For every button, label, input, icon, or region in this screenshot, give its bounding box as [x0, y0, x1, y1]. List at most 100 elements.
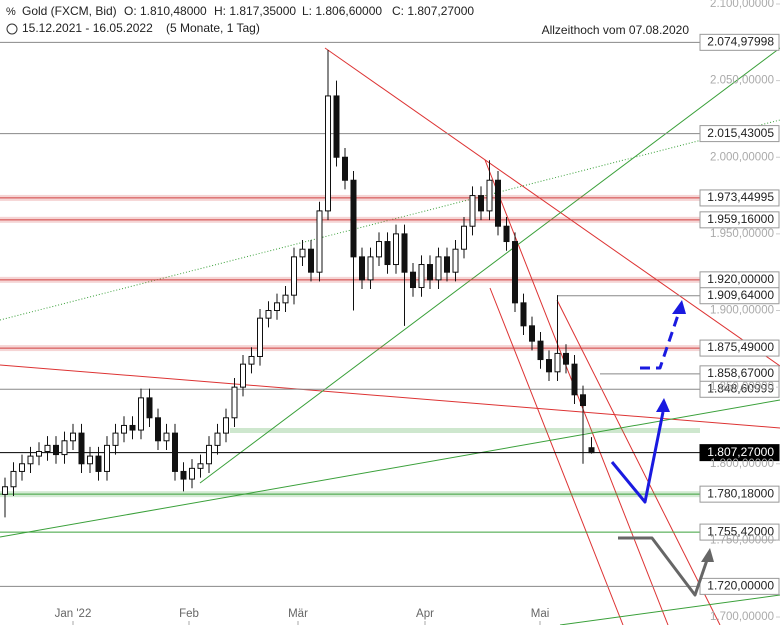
y-tick-label: 1.950,00000: [710, 228, 774, 240]
annotation: Allzeithoch vom 07.08.2020: [542, 23, 690, 37]
candle-body: [87, 455, 93, 465]
x-tick-label: Jan '22: [55, 608, 92, 620]
candle-body: [435, 256, 442, 281]
candle-body: [291, 256, 297, 296]
candle-body: [367, 256, 374, 281]
candle-body: [308, 248, 314, 273]
level-box: [699, 189, 780, 207]
y-tick-label: 2.100,00000: [710, 0, 774, 10]
y-tick-label: 2.050,00000: [710, 75, 774, 87]
candle-body: [172, 432, 178, 472]
title: Gold (FXCM, Bid): [22, 4, 117, 18]
candle-body: [401, 233, 408, 273]
candle-body: [469, 195, 476, 227]
header: % Gold (FXCM, Bid) O: 1.810,48000 H: 1.8…: [6, 4, 689, 37]
x-tick-label: Mär: [288, 608, 308, 620]
candle-body: [146, 397, 153, 419]
y-tick-label: 2.000,00000: [710, 151, 774, 163]
level-box: [699, 125, 780, 143]
candle-body: [104, 444, 110, 472]
candle-body: [580, 394, 586, 407]
candle-body: [189, 467, 195, 480]
candle-body: [155, 417, 161, 442]
level-label: 1.858,67000: [707, 366, 774, 380]
level-box: [699, 523, 780, 541]
y-axis: 1.700,00000 1.750,00000 1.800,00000 1.850,0…: [710, 0, 780, 623]
level-label: 1.920,00000: [707, 272, 774, 286]
level-label: 1.875,49000: [707, 340, 774, 354]
candle-body: [2, 486, 8, 495]
clock-icon: [6, 23, 18, 35]
candle-body: [112, 432, 119, 446]
candle-body: [248, 355, 255, 365]
ohlc-close: C: 1.807,27000: [392, 4, 474, 18]
level-box: [699, 380, 780, 398]
candle-body: [410, 271, 416, 289]
level-box: [699, 211, 780, 229]
candle-body: [257, 317, 263, 357]
candle-body: [138, 397, 144, 431]
candle-body: [444, 256, 450, 273]
candle-body: [274, 302, 280, 312]
candle-body: [163, 432, 170, 442]
candles: [2, 49, 595, 518]
candle-body: [342, 156, 348, 181]
level-box: [699, 485, 780, 503]
candle-body: [418, 264, 425, 289]
level-label: 1.848,60999: [707, 381, 774, 395]
candle-body: [27, 455, 34, 465]
candle-body: [563, 352, 569, 365]
candle-body: [265, 310, 272, 319]
candle-body: [588, 447, 595, 454]
level-box: [699, 339, 780, 357]
candle-body: [537, 340, 544, 361]
ohlc-open: O: 1.810,48000: [124, 4, 207, 18]
candle-body: [393, 233, 399, 266]
x-tick-label: Apr: [416, 608, 434, 620]
candle-body: [36, 451, 42, 457]
candle-body: [427, 264, 433, 281]
level-label: 1.780,18000: [707, 486, 774, 500]
period-note: (5 Monate, 1 Tag): [166, 21, 260, 35]
candle-body: [452, 248, 459, 273]
candle-body: [282, 294, 289, 304]
candle-body: [231, 386, 238, 419]
level-label: 1.909,64000: [707, 288, 774, 302]
y-tick-label: 1.850,00000: [710, 381, 774, 393]
candle-body: [478, 195, 484, 212]
level-box: [699, 33, 780, 51]
candle-body: [461, 225, 467, 250]
level-label: 1.720,00000: [707, 579, 774, 593]
candle-body: [206, 444, 212, 465]
candle-body: [486, 179, 493, 212]
candle-body: [325, 95, 331, 212]
y-tick-label: 1.900,00000: [710, 305, 774, 317]
candle-body: [571, 363, 578, 396]
candle-body: [180, 470, 187, 480]
candle-body: [316, 210, 323, 273]
candle-body: [529, 325, 535, 342]
candle-body: [44, 444, 51, 453]
candle-body: [197, 463, 204, 469]
level-label: 1.959,16000: [707, 212, 774, 226]
level-label: 2.074,97998: [707, 35, 774, 49]
y-tick-label: 1.750,00000: [710, 534, 774, 546]
level-label: 2.015,43005: [707, 126, 774, 140]
level-label: 1.973,44995: [707, 190, 774, 204]
x-axis: Jan '22 Feb Mär Apr Mai: [55, 608, 549, 625]
x-tick-label: Feb: [179, 608, 199, 620]
ohlc-low: L: 1.806,60000: [302, 4, 382, 18]
candle-body: [129, 424, 136, 431]
candle-body: [333, 95, 340, 158]
candle-body: [503, 225, 510, 243]
candle-body: [214, 432, 221, 446]
levels: 2.074,97998 2.015,43005 1.973,44995 1.959,1…: [0, 33, 780, 595]
candle-body: [61, 440, 68, 456]
candle-body: [223, 417, 229, 434]
ohlc-high: H: 1.817,35000: [214, 4, 296, 18]
level-label: 1.807,27000: [707, 445, 774, 459]
candle-body: [376, 241, 382, 258]
candle-body: [495, 179, 501, 227]
